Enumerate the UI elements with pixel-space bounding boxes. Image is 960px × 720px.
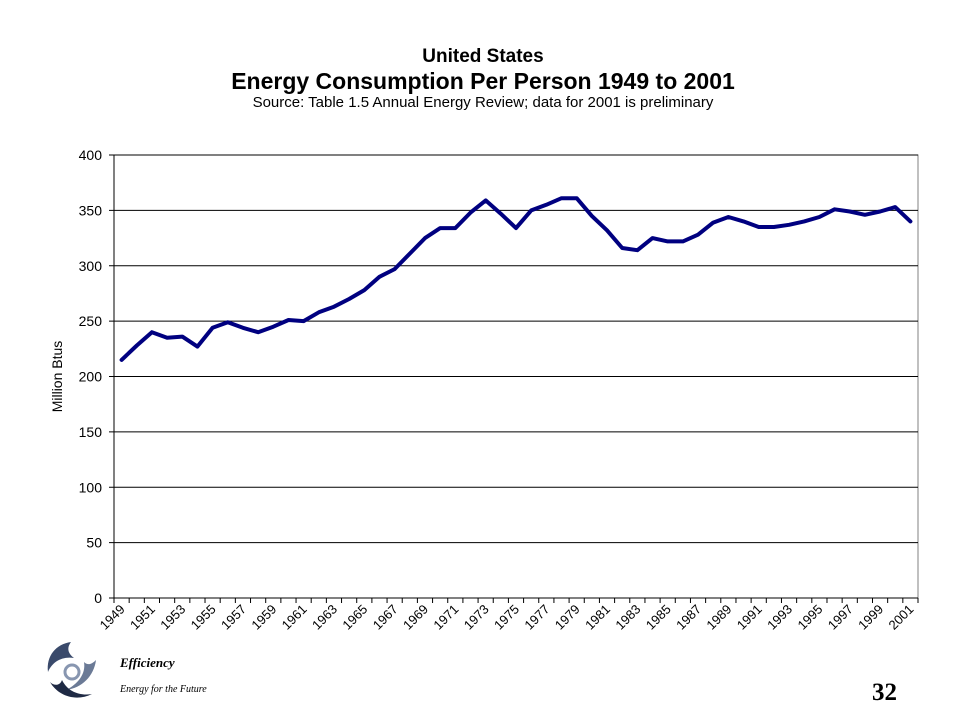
data-point bbox=[635, 248, 639, 252]
data-point bbox=[560, 196, 564, 200]
data-point bbox=[666, 239, 670, 243]
x-tick-label: 1961 bbox=[279, 602, 310, 633]
data-point bbox=[772, 225, 776, 229]
data-point bbox=[165, 336, 169, 340]
data-point bbox=[135, 343, 139, 347]
chart-source-note: Source: Table 1.5 Annual Energy Review; … bbox=[252, 94, 714, 111]
x-tick-label: 1987 bbox=[673, 602, 704, 633]
x-tick-label: 1991 bbox=[734, 602, 765, 633]
x-tick-label: 1999 bbox=[855, 602, 886, 633]
data-point bbox=[211, 326, 215, 330]
data-point bbox=[575, 196, 579, 200]
x-tick-label: 1983 bbox=[612, 602, 643, 633]
data-point bbox=[484, 198, 488, 202]
data-point bbox=[908, 219, 912, 223]
data-point bbox=[286, 318, 290, 322]
data-point bbox=[180, 335, 184, 339]
data-point bbox=[802, 219, 806, 223]
y-tick-label: 400 bbox=[79, 147, 103, 163]
data-point bbox=[529, 208, 533, 212]
y-tick-label: 100 bbox=[79, 479, 103, 495]
y-tick-label: 350 bbox=[79, 202, 103, 218]
data-point bbox=[302, 319, 306, 323]
x-tick-label: 1981 bbox=[582, 602, 613, 633]
data-point bbox=[362, 288, 366, 292]
data-point bbox=[408, 252, 412, 256]
data-point bbox=[271, 325, 275, 329]
data-point bbox=[120, 358, 124, 362]
x-tick-label: 2001 bbox=[885, 602, 916, 633]
data-point bbox=[863, 213, 867, 217]
chart-subtitle: Energy Consumption Per Person 1949 to 20… bbox=[231, 68, 735, 94]
data-point bbox=[757, 225, 761, 229]
data-point bbox=[468, 211, 472, 215]
data-point bbox=[590, 214, 594, 218]
x-tick-label: 1965 bbox=[339, 602, 370, 633]
data-point bbox=[393, 267, 397, 271]
x-tick-label: 1957 bbox=[218, 602, 249, 633]
data-point bbox=[514, 226, 518, 230]
chart-title-block: United States Energy Consumption Per Per… bbox=[0, 46, 960, 112]
x-tick-label: 1969 bbox=[400, 602, 431, 633]
chart-title: United States bbox=[422, 46, 544, 67]
data-point bbox=[681, 239, 685, 243]
x-tick-label: 1979 bbox=[552, 602, 583, 633]
x-tick-label: 1975 bbox=[491, 602, 522, 633]
data-point bbox=[195, 345, 199, 349]
y-axis-label: Million Btus bbox=[49, 341, 65, 413]
data-point bbox=[317, 310, 321, 314]
data-point bbox=[711, 221, 715, 225]
data-point bbox=[256, 330, 260, 334]
data-point bbox=[726, 215, 730, 219]
x-tick-label: 1989 bbox=[703, 602, 734, 633]
data-point bbox=[833, 207, 837, 211]
x-tick-label: 1997 bbox=[825, 602, 856, 633]
y-tick-label: 250 bbox=[79, 313, 103, 329]
x-tick-label: 1993 bbox=[764, 602, 795, 633]
y-tick-label: 50 bbox=[86, 535, 102, 551]
x-tick-label: 1985 bbox=[643, 602, 674, 633]
logo-tagline: Energy for the Future bbox=[120, 684, 207, 695]
y-tick-label: 150 bbox=[79, 424, 103, 440]
data-point bbox=[544, 203, 548, 207]
x-tick-label: 1995 bbox=[794, 602, 825, 633]
data-point bbox=[377, 275, 381, 279]
data-point bbox=[742, 219, 746, 223]
data-point bbox=[605, 228, 609, 232]
data-point bbox=[787, 223, 791, 227]
x-tick-label: 1951 bbox=[127, 602, 158, 633]
x-tick-label: 1955 bbox=[188, 602, 219, 633]
x-tick-label: 1967 bbox=[370, 602, 401, 633]
data-point bbox=[453, 226, 457, 230]
x-tick-label: 1971 bbox=[430, 602, 461, 633]
x-tick-label: 1977 bbox=[521, 602, 552, 633]
y-tick-label: 0 bbox=[94, 590, 102, 606]
data-point bbox=[620, 246, 624, 250]
x-tick-label: 1949 bbox=[97, 602, 128, 633]
page-number: 32 bbox=[872, 679, 897, 706]
data-point bbox=[438, 226, 442, 230]
data-point bbox=[878, 209, 882, 213]
data-point bbox=[696, 233, 700, 237]
data-point bbox=[499, 212, 503, 216]
data-point bbox=[150, 330, 154, 334]
logo-wordmark: Efficiency bbox=[120, 655, 175, 670]
data-point bbox=[423, 236, 427, 240]
data-point bbox=[241, 326, 245, 330]
data-point bbox=[226, 320, 230, 324]
data-point bbox=[817, 215, 821, 219]
x-tick-label: 1963 bbox=[309, 602, 340, 633]
x-tick-label: 1973 bbox=[461, 602, 492, 633]
data-point bbox=[848, 209, 852, 213]
data-point bbox=[332, 305, 336, 309]
x-tick-label: 1953 bbox=[157, 602, 188, 633]
data-point bbox=[651, 236, 655, 240]
y-tick-label: 300 bbox=[79, 258, 103, 274]
efficiency-logo-icon bbox=[47, 642, 96, 698]
y-tick-label: 200 bbox=[79, 369, 103, 385]
data-point bbox=[893, 205, 897, 209]
x-tick-label: 1959 bbox=[248, 602, 279, 633]
data-point bbox=[347, 297, 351, 301]
